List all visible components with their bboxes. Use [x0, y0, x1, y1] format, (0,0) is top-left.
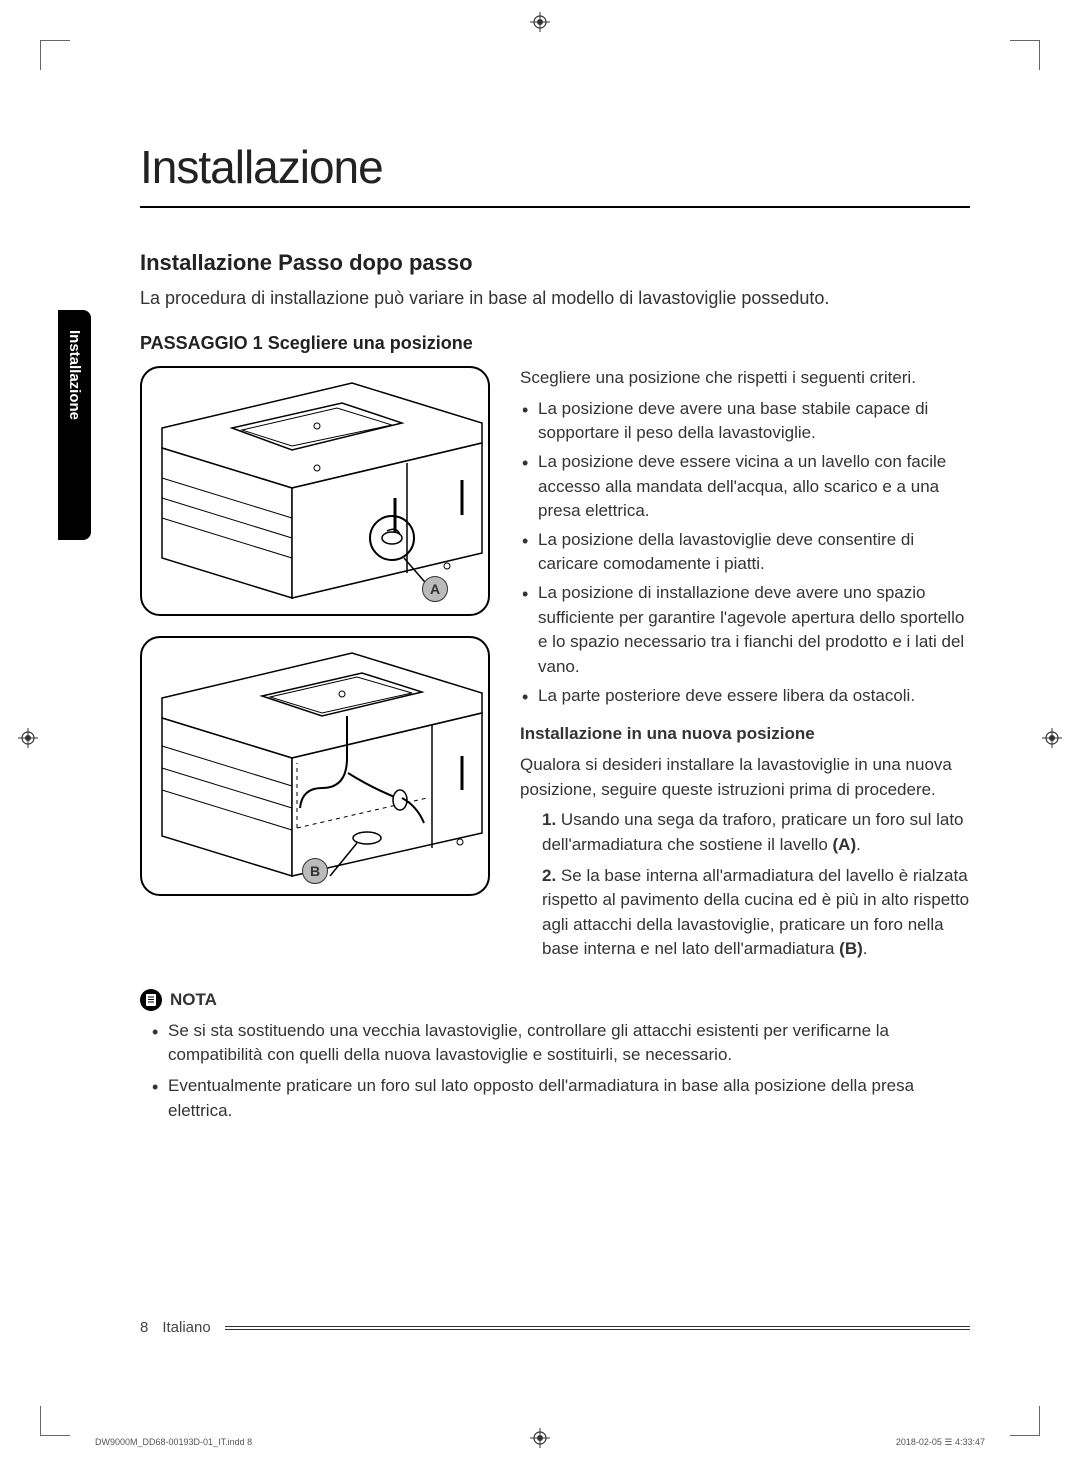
instruction-item: 2. Se la base interna all'armadiatura de…: [542, 864, 970, 963]
print-date: 2018-02-05 ☰ 4:33:47: [896, 1437, 985, 1448]
note-item: Se si sta sostituendo una vecchia lavast…: [168, 1019, 970, 1068]
subheading: Installazione in una nuova posizione: [520, 722, 970, 747]
registration-mark-icon: [1042, 728, 1062, 748]
print-file: DW9000M_DD68-00193D-01_IT.indd 8: [95, 1437, 252, 1448]
section-intro: La procedura di installazione può variar…: [140, 288, 970, 309]
callout-a: A: [422, 576, 448, 602]
diagram-a: A: [140, 366, 490, 616]
diagram-b: B: [140, 636, 490, 896]
registration-mark-icon: [18, 728, 38, 748]
page-footer: 8 Italiano: [140, 1319, 970, 1336]
step-title: Scegliere una posizione: [268, 333, 473, 353]
print-metadata: DW9000M_DD68-00193D-01_IT.indd 8 2018-02…: [95, 1437, 985, 1448]
instruction-text: Usando una sega da traforo, praticare un…: [542, 810, 964, 854]
instruction-text: Se la base interna all'armadiatura del l…: [542, 866, 969, 959]
note-icon: [140, 989, 162, 1011]
page-number: 8: [140, 1319, 148, 1336]
criteria-item: La parte posteriore deve essere libera d…: [538, 684, 970, 709]
ref-a: (A): [833, 835, 857, 854]
criteria-item: La posizione di installazione deve avere…: [538, 581, 970, 680]
note-item: Eventualmente praticare un foro sul lato…: [168, 1074, 970, 1123]
criteria-item: La posizione deve essere vicina a un lav…: [538, 450, 970, 524]
instruction-item: 1. Usando una sega da traforo, praticare…: [542, 808, 970, 857]
crop-mark: [1010, 40, 1040, 70]
page-title: Installazione: [140, 140, 970, 208]
registration-mark-icon: [530, 12, 550, 32]
step-intro: Scegliere una posizione che rispetti i s…: [520, 366, 970, 391]
criteria-item: La posizione della lavastoviglie deve co…: [538, 528, 970, 577]
sidebar-section-tab: Installazione: [58, 310, 91, 540]
note-label: NOTA: [140, 988, 970, 1013]
ref-b: (B): [839, 939, 863, 958]
step-heading: PASSAGGIO 1 Scegliere una posizione: [140, 333, 970, 354]
crop-mark: [1010, 1406, 1040, 1436]
crop-mark: [40, 1406, 70, 1436]
note-label-text: NOTA: [170, 988, 217, 1013]
callout-b: B: [302, 858, 328, 884]
instruction-number: 1.: [542, 810, 556, 829]
instruction-number: 2.: [542, 866, 556, 885]
footer-rule: [225, 1326, 970, 1330]
step-label: PASSAGGIO 1: [140, 333, 263, 353]
page-language: Italiano: [162, 1319, 210, 1336]
subintro: Qualora si desideri installare la lavast…: [520, 753, 970, 802]
criteria-item: La posizione deve avere una base stabile…: [538, 397, 970, 446]
section-title: Installazione Passo dopo passo: [140, 250, 970, 276]
crop-mark: [40, 40, 70, 70]
